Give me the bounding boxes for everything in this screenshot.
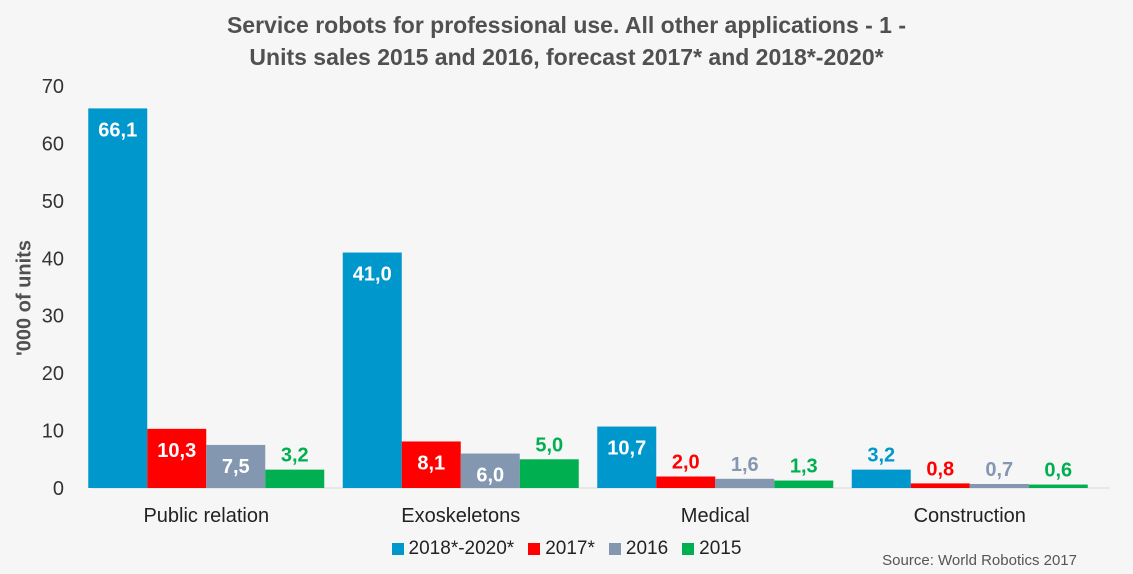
data-label: 0,8 bbox=[926, 458, 954, 480]
x-tick-label: Public relation bbox=[143, 505, 269, 527]
legend-label: 2018*-2020* bbox=[408, 538, 515, 559]
data-label: 6,0 bbox=[476, 465, 504, 487]
bar-2017-1 bbox=[401, 441, 461, 488]
bar-2018-2020-3 bbox=[851, 469, 911, 488]
data-label: 5,0 bbox=[535, 434, 563, 456]
data-label: 8,1 bbox=[417, 452, 445, 474]
bar-2016-3 bbox=[969, 483, 1029, 488]
chart-title: Service robots for professional use. All… bbox=[226, 12, 907, 38]
bar-2016-0 bbox=[206, 444, 266, 488]
bar-2018-2020-1 bbox=[342, 252, 402, 488]
data-label: 10,3 bbox=[157, 440, 196, 462]
data-label: 2,0 bbox=[672, 452, 700, 474]
data-label: 1,6 bbox=[731, 454, 759, 476]
legend-swatch bbox=[528, 543, 541, 555]
bar-2017-0 bbox=[147, 428, 207, 488]
legend: 2018*-2020* 2017* 2016 2015 bbox=[0, 538, 1133, 560]
data-label: 3,2 bbox=[281, 445, 309, 467]
data-label: 7,5 bbox=[222, 456, 250, 478]
y-tick-label: 40 bbox=[42, 248, 64, 270]
legend-item: 2018*-2020* bbox=[391, 538, 515, 560]
bar-2016-1 bbox=[460, 453, 520, 488]
legend-swatch bbox=[682, 543, 695, 555]
bar-2017-2 bbox=[656, 476, 716, 488]
legend-label: 2017* bbox=[545, 538, 595, 559]
legend-swatch bbox=[608, 543, 621, 555]
data-label: 3,2 bbox=[867, 445, 895, 467]
bar-2015-3 bbox=[1028, 484, 1088, 488]
data-label: 0,6 bbox=[1044, 460, 1072, 482]
bar-2016-2 bbox=[715, 478, 775, 488]
legend-item: 2015 bbox=[682, 538, 741, 560]
bar-2018-2020-2 bbox=[597, 426, 657, 488]
x-tick-label: Exoskeletons bbox=[401, 505, 520, 527]
legend-swatch bbox=[391, 543, 404, 555]
data-label: 41,0 bbox=[353, 264, 392, 286]
bar-2017-3 bbox=[910, 483, 970, 488]
data-label: 66,1 bbox=[98, 119, 137, 141]
x-tick-label: Medical bbox=[681, 505, 750, 527]
bar-2015-2 bbox=[774, 480, 834, 488]
bar-2015-1 bbox=[519, 459, 579, 488]
y-tick-label: 50 bbox=[42, 191, 64, 213]
x-tick-label: Construction bbox=[914, 505, 1026, 527]
data-label: 0,7 bbox=[985, 459, 1013, 481]
chart-subtitle: Units sales 2015 and 2016, forecast 2017… bbox=[249, 44, 884, 70]
y-tick-label: 60 bbox=[42, 133, 64, 155]
y-tick-label: 70 bbox=[42, 76, 64, 98]
source-note: Source: World Robotics 2017 bbox=[882, 552, 1077, 569]
y-tick-label: 10 bbox=[42, 421, 64, 443]
legend-item: 2017* bbox=[528, 538, 595, 560]
bar-2018-2020-0 bbox=[88, 108, 148, 488]
legend-label: 2016 bbox=[625, 538, 669, 559]
y-tick-label: 30 bbox=[42, 306, 64, 328]
y-tick-label: 20 bbox=[42, 363, 64, 385]
legend-label: 2015 bbox=[699, 538, 742, 559]
legend-item: 2016 bbox=[608, 538, 669, 560]
y-tick-label: 0 bbox=[53, 478, 64, 500]
data-label: 1,3 bbox=[790, 456, 818, 478]
bar-2015-0 bbox=[265, 469, 325, 488]
data-label: 10,7 bbox=[607, 438, 646, 460]
